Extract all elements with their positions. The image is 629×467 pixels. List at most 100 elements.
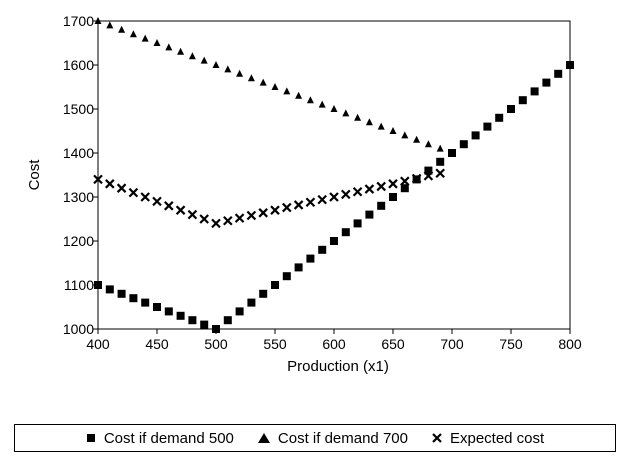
point-demand-700 (200, 56, 208, 64)
point-demand-500 (471, 131, 480, 140)
x-tick-label: 400 (86, 336, 110, 352)
x-tick-label: 600 (322, 336, 346, 352)
y-tick-label: 1600 (63, 57, 94, 73)
point-demand-500 (424, 166, 433, 175)
point-demand-700 (354, 113, 362, 121)
point-demand-700 (165, 43, 173, 51)
point-demand-500 (153, 303, 161, 311)
point-demand-500 (495, 113, 504, 122)
point-demand-500 (188, 316, 197, 325)
y-tick-label: 1200 (63, 233, 94, 249)
point-demand-700 (365, 118, 373, 126)
x-tick-label: 500 (204, 336, 228, 352)
y-tick-label: 1000 (63, 321, 94, 337)
point-demand-700 (153, 39, 161, 46)
plot-frame (97, 20, 571, 330)
x-tick-label: 700 (440, 336, 464, 352)
point-expected-cost (234, 213, 245, 223)
point-expected-cost (116, 183, 127, 193)
y-tick-label: 1100 (64, 277, 94, 293)
x-tick-label: 750 (499, 336, 523, 352)
point-demand-700 (295, 91, 303, 99)
point-demand-500 (117, 289, 126, 298)
y-axis-ticks: 1000 1100 1200 1300 1400 1500 1600 1700 (63, 13, 98, 337)
point-demand-700 (212, 61, 220, 68)
point-expected-cost (175, 205, 186, 215)
point-demand-700 (330, 105, 338, 112)
point-expected-cost (164, 201, 174, 211)
point-demand-500 (164, 307, 173, 316)
point-expected-cost (199, 214, 209, 224)
point-demand-700 (259, 78, 267, 86)
point-demand-700 (389, 127, 397, 134)
point-demand-500 (200, 320, 209, 329)
point-expected-cost (105, 179, 115, 189)
point-demand-500 (330, 237, 338, 245)
point-expected-cost (187, 209, 198, 220)
point-demand-500 (400, 184, 409, 193)
point-demand-500 (436, 157, 445, 166)
point-demand-700 (129, 30, 137, 38)
y-axis-label: Cost (26, 159, 43, 191)
legend-label-expected-cost: Expected cost (449, 429, 545, 447)
point-demand-700 (118, 25, 126, 33)
point-expected-cost (270, 205, 280, 215)
point-demand-500 (542, 78, 551, 87)
triangle-marker-icon (257, 433, 270, 443)
point-demand-500 (448, 149, 456, 157)
point-expected-cost (435, 168, 445, 179)
point-expected-cost (246, 210, 257, 221)
point-demand-500 (530, 87, 539, 96)
point-demand-700 (106, 21, 114, 29)
point-demand-700 (271, 83, 279, 90)
point-demand-500 (507, 105, 515, 113)
legend-label-demand-700: Cost if demand 700 (277, 429, 408, 447)
point-demand-700 (188, 52, 196, 60)
point-demand-500 (554, 69, 563, 78)
point-demand-500 (518, 96, 527, 105)
x-axis-ticks: 400 450 500 550 600 650 700 750 800 (86, 329, 582, 352)
point-expected-cost (341, 189, 351, 200)
point-demand-500 (483, 122, 492, 131)
point-demand-500 (353, 219, 362, 228)
point-expected-cost (282, 202, 292, 213)
y-tick-label: 1700 (63, 13, 94, 29)
point-expected-cost (329, 192, 339, 202)
point-expected-cost (352, 186, 363, 197)
data-points (93, 17, 574, 333)
chart: 1000 1100 1200 1300 1400 1500 1600 1700 400 450 5… (26, 13, 582, 375)
legend-item-expected-cost: Expected cost (432, 430, 544, 447)
point-demand-700 (401, 131, 409, 139)
x-marker-icon (432, 433, 442, 443)
point-demand-500 (223, 316, 232, 325)
x-tick-label: 650 (381, 336, 405, 352)
point-expected-cost (293, 200, 304, 210)
point-demand-500 (259, 289, 268, 298)
point-expected-cost (317, 194, 327, 205)
point-expected-cost (423, 171, 434, 181)
point-demand-700 (236, 69, 244, 77)
point-expected-cost (211, 218, 221, 229)
point-expected-cost (140, 192, 150, 202)
point-demand-500 (105, 285, 114, 294)
y-tick-label: 1300 (63, 189, 94, 205)
point-demand-700 (342, 109, 350, 117)
point-demand-500 (129, 294, 138, 303)
point-demand-700 (306, 96, 314, 104)
point-demand-500 (377, 201, 386, 210)
point-demand-700 (177, 47, 185, 55)
point-demand-500 (389, 193, 397, 201)
square-marker-icon (86, 434, 95, 442)
x-axis-label: Production (x1) (287, 358, 389, 375)
point-demand-500 (306, 254, 315, 263)
point-demand-700 (436, 144, 444, 152)
point-expected-cost (128, 187, 139, 198)
point-demand-700 (224, 65, 232, 73)
legend-item-demand-500: Cost if demand 500 (86, 430, 234, 447)
point-expected-cost (305, 197, 316, 208)
point-demand-500 (282, 272, 291, 281)
point-expected-cost (223, 215, 233, 226)
point-expected-cost (258, 208, 268, 218)
y-tick-label: 1400 (63, 145, 94, 161)
legend-label-demand-500: Cost if demand 500 (103, 429, 234, 447)
